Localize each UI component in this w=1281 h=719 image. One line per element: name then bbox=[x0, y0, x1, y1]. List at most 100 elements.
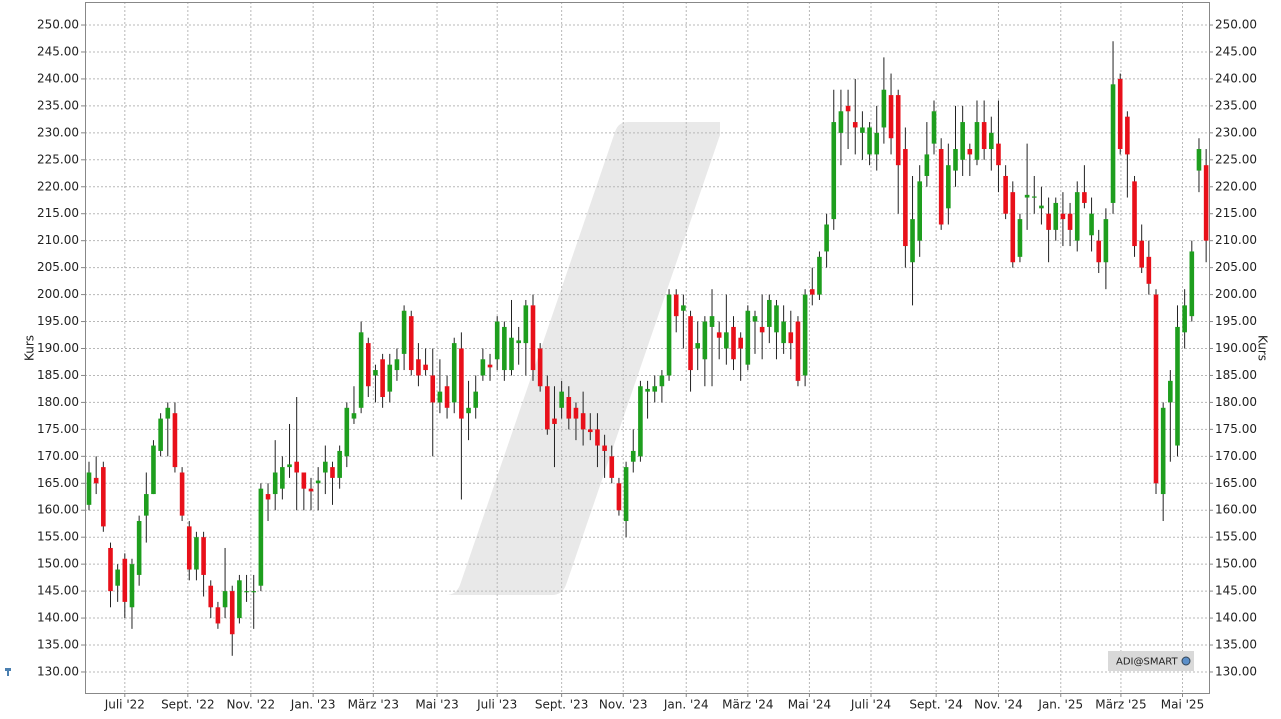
candle-body bbox=[931, 111, 937, 144]
x-tick-label: Sept. '22 bbox=[161, 698, 215, 712]
candle-body bbox=[688, 316, 693, 371]
candle-body bbox=[1053, 202, 1059, 230]
y-tick-label: 235.00 bbox=[37, 98, 79, 112]
candle-body bbox=[186, 526, 192, 570]
y-tick-label: 185.00 bbox=[37, 368, 79, 382]
candle-body bbox=[86, 472, 92, 505]
y-tick-label: 150.00 bbox=[37, 557, 79, 571]
candle-body bbox=[265, 494, 271, 500]
candle-body bbox=[910, 219, 915, 263]
candle-body bbox=[903, 149, 908, 247]
candle-body bbox=[1017, 219, 1023, 257]
candle-body bbox=[709, 316, 715, 327]
candle-body bbox=[323, 461, 328, 473]
candle-body bbox=[351, 413, 357, 419]
y2-tick-label: 130.00 bbox=[1215, 664, 1257, 678]
candle-body bbox=[179, 472, 185, 516]
y-tick-label: 170.00 bbox=[37, 449, 79, 463]
y-tick-label: 140.00 bbox=[37, 611, 79, 625]
candle-body bbox=[587, 429, 593, 433]
candle-body bbox=[1074, 192, 1080, 241]
candle-body bbox=[1031, 196, 1037, 198]
candle-body bbox=[1160, 407, 1166, 495]
candle-body bbox=[860, 127, 865, 133]
y-tick-label: 215.00 bbox=[37, 206, 79, 220]
candle-body bbox=[989, 132, 994, 150]
x-tick-label: Jan. '24 bbox=[663, 698, 709, 712]
y2-tick-label: 245.00 bbox=[1215, 44, 1257, 58]
candle-body bbox=[509, 337, 514, 371]
candle-body bbox=[308, 488, 314, 492]
candle-body bbox=[330, 467, 335, 478]
candle-body bbox=[852, 122, 858, 128]
y-tick-label: 130.00 bbox=[37, 664, 79, 678]
candles bbox=[86, 41, 1209, 656]
candle-body bbox=[380, 359, 385, 398]
candle-body bbox=[666, 294, 672, 376]
candle-body bbox=[423, 364, 428, 371]
candle-body bbox=[473, 391, 479, 408]
candle-body bbox=[430, 375, 436, 403]
candle-body bbox=[566, 397, 572, 419]
y2-tick-label: 190.00 bbox=[1215, 341, 1257, 355]
candle-body bbox=[1175, 326, 1180, 446]
candle-body bbox=[244, 591, 249, 593]
candle-body bbox=[1203, 165, 1209, 241]
y2-tick-label: 155.00 bbox=[1215, 530, 1257, 544]
candle-body bbox=[373, 370, 378, 376]
candle-body bbox=[1139, 240, 1144, 268]
y2-tick-label: 135.00 bbox=[1215, 638, 1257, 652]
candle-body bbox=[645, 388, 650, 392]
y-tick-label: 145.00 bbox=[37, 584, 79, 598]
candle-body bbox=[924, 154, 930, 176]
candle-body bbox=[516, 340, 521, 344]
candle-body bbox=[616, 483, 622, 511]
candle-body bbox=[630, 450, 636, 462]
candle-body bbox=[809, 289, 815, 295]
candle-body bbox=[838, 111, 844, 133]
candle-body bbox=[444, 386, 450, 408]
grid bbox=[85, 2, 1209, 693]
y-tick-label: 250.00 bbox=[37, 18, 79, 32]
candle-body bbox=[466, 407, 471, 414]
icon-part bbox=[7, 671, 9, 676]
candle-body bbox=[623, 467, 629, 522]
x-tick-label: Mai '24 bbox=[788, 698, 831, 712]
candle-body bbox=[938, 149, 944, 225]
x-tick-label: Nov. '24 bbox=[974, 698, 1023, 712]
candle-body bbox=[795, 321, 801, 381]
candle-body bbox=[172, 413, 178, 468]
candle-body bbox=[595, 429, 600, 446]
candle-body bbox=[573, 407, 579, 419]
candle-body bbox=[695, 343, 701, 349]
candle-body bbox=[394, 359, 400, 371]
candle-body bbox=[537, 348, 543, 387]
candle-body bbox=[1132, 181, 1137, 247]
y2-tick-label: 250.00 bbox=[1215, 18, 1257, 32]
y2-tick-label: 200.00 bbox=[1215, 287, 1257, 301]
candle-body bbox=[294, 461, 299, 473]
y2-tick-label: 195.00 bbox=[1215, 314, 1257, 328]
candle-body bbox=[1117, 78, 1123, 150]
candle-body bbox=[1039, 205, 1044, 209]
candle-body bbox=[365, 343, 371, 387]
y2-tick-label: 185.00 bbox=[1215, 368, 1257, 382]
candle-body bbox=[416, 359, 421, 376]
candle-body bbox=[136, 521, 142, 575]
candle-body bbox=[158, 418, 163, 451]
candle-body bbox=[953, 149, 958, 171]
candle-body bbox=[638, 386, 643, 457]
candle-body bbox=[487, 364, 493, 368]
candle-body bbox=[946, 165, 951, 209]
candle-body bbox=[437, 391, 443, 403]
candle-body bbox=[93, 477, 99, 484]
y2-tick-label: 165.00 bbox=[1215, 476, 1257, 490]
candle-body bbox=[115, 569, 120, 586]
candle-body bbox=[602, 445, 607, 451]
y2-tick-label: 235.00 bbox=[1215, 98, 1257, 112]
candle-body bbox=[1096, 240, 1102, 263]
badge-icon[interactable] bbox=[1181, 656, 1191, 666]
x-tick-label: Jan. '25 bbox=[1037, 698, 1083, 712]
candle-body bbox=[652, 386, 658, 392]
x-tick-label: Juli '24 bbox=[850, 698, 891, 712]
